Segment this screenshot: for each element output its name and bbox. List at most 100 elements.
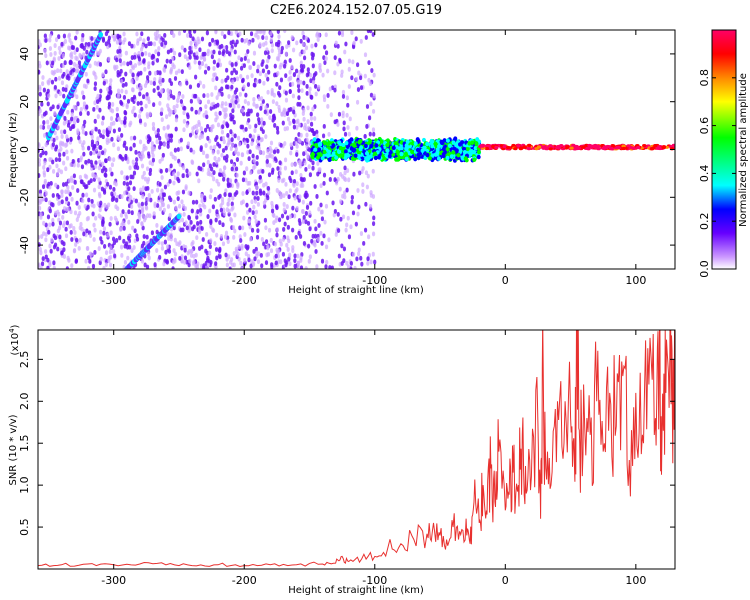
spectrogram-cell — [143, 66, 147, 72]
spectrogram-cell — [199, 126, 203, 132]
spectrogram-cell — [244, 92, 248, 98]
spectrogram-cell — [276, 56, 281, 62]
spectrogram-cell — [75, 94, 79, 100]
spectrogram-cell — [57, 225, 62, 231]
spectrogram-cell — [371, 108, 376, 114]
spectrogram-cell — [214, 137, 218, 142]
spectrogram-cell — [325, 190, 329, 196]
spectrogram-cell — [173, 108, 177, 114]
spectrogram-cell — [343, 165, 347, 171]
spectrogram-cell — [347, 66, 351, 72]
spectrogram-cell — [38, 262, 41, 268]
spectrogram-cell — [362, 240, 366, 246]
spectrogram-cell — [311, 165, 315, 171]
spectrogram-cell — [356, 188, 360, 193]
spectrogram-band-cell — [587, 143, 592, 148]
spectrogram-cell — [251, 37, 255, 43]
spectrogram-cell — [236, 135, 241, 141]
spectrogram-cell — [334, 232, 338, 237]
spectrogram-cell — [169, 137, 173, 143]
spectrogram-cell — [261, 129, 265, 135]
spectrogram-cell — [346, 264, 351, 269]
spectrogram-cell — [61, 182, 66, 187]
spectrogram-cell — [320, 240, 324, 246]
spectrogram-cell — [132, 186, 136, 192]
spectrogram-band-cell — [327, 156, 332, 162]
spectrogram-cell — [247, 187, 252, 193]
spectrogram-cell — [93, 100, 97, 106]
spectrogram-cell — [306, 125, 311, 131]
spectrogram-cell — [101, 161, 105, 167]
spectrogram-cell — [233, 133, 237, 139]
spectrogram-cell — [115, 112, 120, 118]
spectrogram-band-cell — [427, 156, 432, 161]
spectrogram-cell — [121, 220, 125, 226]
spectrogram-cell — [163, 239, 167, 245]
spectrogram-cell — [260, 137, 264, 142]
spectrogram-cell — [348, 116, 352, 122]
spectrogram-cell — [286, 224, 290, 230]
spectrogram-cell — [283, 141, 287, 146]
spectrogram-cell — [283, 157, 288, 163]
spectrogram-cell — [70, 112, 74, 117]
spectrogram-cell — [174, 126, 178, 132]
spectrogram-cell — [218, 168, 222, 173]
spectrogram-cell — [72, 162, 76, 168]
spectrogram-cell — [158, 182, 162, 187]
spectrogram-cell — [340, 261, 344, 266]
spectrogram-cell — [118, 58, 122, 63]
spectrogram-band-cell — [571, 143, 576, 147]
spectrogram-cell — [270, 208, 275, 214]
spectrogram-cell — [130, 55, 134, 60]
spectrogram-cell — [281, 251, 286, 257]
spectrogram-cell — [127, 209, 131, 215]
spectrogram-cell — [299, 38, 303, 44]
spectrogram-cell — [294, 141, 298, 146]
spectrogram-cell — [160, 224, 164, 230]
spectrogram-cell — [111, 102, 115, 107]
spectrogram-cell — [150, 141, 155, 147]
spectrogram-cell — [242, 84, 246, 90]
spectrogram-cell — [222, 211, 227, 217]
spectrogram-band-cell — [429, 138, 434, 144]
spectrogram-cell — [367, 234, 371, 240]
spectrogram-cell — [171, 266, 175, 269]
spectrogram-cell — [169, 48, 173, 53]
spectrogram-cell — [288, 252, 292, 258]
spectrogram-cell — [144, 103, 148, 109]
spectrogram-cell — [38, 84, 42, 90]
spectrogram-cell — [301, 30, 305, 36]
spectrogram-cell — [146, 185, 150, 191]
spectrogram-cell — [130, 78, 134, 84]
spectrogram-cell — [338, 57, 342, 63]
spectrogram-cell — [103, 244, 107, 249]
spectrogram-cell — [262, 182, 266, 188]
spectrogram-cell — [256, 228, 260, 234]
spectrogram-cell — [265, 252, 269, 258]
spectrogram-cell — [97, 165, 101, 171]
spectrogram-cell — [186, 114, 190, 120]
spectrogram-cell — [282, 193, 286, 199]
spectrogram-cell — [86, 255, 91, 260]
spectrogram-cell — [217, 91, 221, 97]
spectrogram-cell — [350, 199, 354, 205]
spectrogram-cell — [271, 167, 275, 173]
spectrogram-cell — [97, 184, 101, 190]
spectrogram-cell — [179, 146, 183, 152]
spectrogram-cell — [334, 40, 338, 46]
spectrogram-cell — [252, 261, 256, 267]
spectrogram-streak-cell — [98, 31, 104, 38]
spectrogram-cell — [319, 209, 324, 215]
spectrogram-cell — [88, 63, 92, 69]
spectrogram-cell — [310, 95, 314, 100]
spectrogram-cell — [61, 73, 65, 79]
spectrogram-cell — [82, 83, 87, 89]
spectrogram-cell — [147, 193, 151, 198]
spectrogram-band-cell — [356, 154, 361, 159]
spectrogram-band-cell — [480, 144, 485, 148]
spectrogram-cell — [224, 252, 228, 258]
spectrogram-cell — [215, 209, 219, 215]
spectrogram-cell — [207, 167, 211, 173]
spectrogram-band-cell — [468, 149, 473, 155]
spectrogram-cell — [135, 233, 139, 239]
